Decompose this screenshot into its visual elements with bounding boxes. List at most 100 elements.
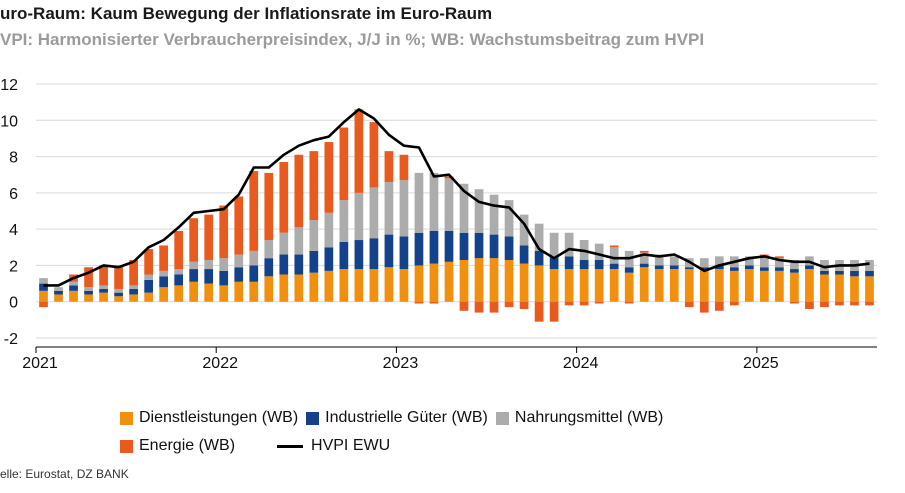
y-tick-label: 10	[0, 113, 18, 130]
bar-goods	[159, 276, 169, 288]
bar-services	[684, 269, 694, 302]
y-tick-label: -2	[4, 331, 18, 348]
bar-goods	[519, 245, 529, 264]
chart-area: -2 0 2 4 6 8 10 12 2021 2022 2023 2024 2025	[0, 77, 877, 372]
bar-goods	[835, 270, 844, 275]
y-tick-label: 8	[9, 150, 18, 167]
bar-food	[189, 261, 199, 270]
stacked-bars	[39, 109, 874, 322]
bar-energy	[249, 171, 259, 251]
legend-item-services: Dienstleistungen (WB)	[120, 409, 298, 427]
y-tick-label: 0	[9, 295, 18, 312]
bar-services	[339, 269, 349, 302]
chart-subtitle: VPI: Harmonisierter Verbraucherpreisinde…	[0, 30, 705, 49]
bar-goods	[204, 269, 214, 284]
bar-services	[39, 290, 48, 302]
y-tick-label: 2	[9, 258, 18, 275]
bar-food	[159, 270, 169, 277]
bar-food	[609, 247, 619, 264]
legend-row-2: Energie (WB) HVPI EWU	[120, 432, 820, 460]
bar-goods	[534, 250, 544, 266]
bar-goods	[760, 267, 769, 271]
bar-services	[624, 272, 634, 302]
bar-energy	[699, 301, 709, 313]
bar-services	[114, 296, 123, 302]
bar-energy	[820, 301, 829, 308]
bar-goods	[384, 234, 394, 268]
bar-services	[714, 269, 724, 302]
bar-food	[144, 274, 153, 280]
bar-food	[474, 189, 484, 233]
x-tick-label: 2023	[383, 355, 419, 372]
legend-swatch-hvpi	[277, 444, 304, 448]
bar-goods	[654, 265, 664, 270]
bar-goods	[474, 232, 484, 259]
bar-food	[654, 254, 664, 266]
bar-services	[414, 265, 424, 302]
bar-energy	[474, 301, 484, 313]
bar-energy	[294, 154, 304, 228]
bar-services	[99, 292, 108, 302]
bar-services	[760, 270, 769, 302]
bar-goods	[669, 265, 679, 270]
bar-energy	[354, 109, 364, 193]
legend-swatch-food	[495, 411, 509, 425]
bar-goods	[189, 269, 199, 282]
bar-energy	[174, 230, 184, 270]
bar-food	[294, 227, 304, 255]
bar-energy	[714, 301, 724, 311]
bar-goods	[744, 265, 754, 270]
bar-goods	[294, 254, 304, 275]
bar-goods	[820, 270, 829, 275]
hvpi-line	[43, 108, 870, 287]
bar-food	[264, 240, 274, 259]
bar-goods	[805, 265, 814, 270]
bar-food	[339, 200, 349, 242]
bar-energy	[234, 196, 244, 255]
bar-services	[174, 285, 184, 302]
bar-goods	[549, 256, 559, 270]
bar-energy	[790, 301, 799, 304]
axes: -2 0 2 4 6 8 10 12 2021 2022 2023 2024 2025	[0, 77, 877, 372]
bar-food	[399, 180, 409, 237]
bar-services	[399, 269, 409, 302]
bar-goods	[865, 270, 874, 277]
bar-goods	[249, 265, 259, 282]
legend-label-hvpi: HVPI EWU	[311, 437, 391, 454]
bar-goods	[399, 236, 409, 270]
bar-food	[384, 181, 394, 235]
hvpi-line-layer	[43, 108, 870, 287]
bar-energy	[84, 267, 93, 288]
bar-services	[144, 292, 153, 302]
bar-services	[669, 269, 679, 302]
bar-energy	[339, 127, 349, 201]
bar-food	[865, 259, 874, 271]
bar-services	[639, 267, 649, 302]
bar-services	[865, 276, 874, 302]
bar-food	[114, 289, 123, 293]
bar-food	[39, 278, 48, 284]
bar-energy	[549, 301, 559, 322]
bar-food	[69, 281, 78, 286]
bar-energy	[114, 265, 123, 290]
bar-services	[429, 263, 439, 302]
bar-energy	[369, 122, 379, 188]
bar-energy	[684, 301, 694, 308]
bar-services	[264, 276, 274, 302]
bar-energy	[204, 214, 214, 260]
bar-goods	[279, 254, 289, 275]
bar-goods	[504, 236, 514, 260]
bar-energy	[835, 301, 844, 306]
legend-swatch-energy	[120, 439, 133, 453]
bar-energy	[534, 301, 544, 322]
bar-food	[54, 287, 63, 291]
bar-services	[775, 270, 784, 302]
bar-services	[594, 269, 604, 302]
bar-services	[850, 276, 859, 302]
bar-services	[444, 261, 454, 302]
bar-goods	[639, 263, 649, 268]
bar-food	[174, 269, 184, 275]
bar-food	[820, 259, 829, 271]
bar-goods	[309, 250, 319, 273]
bar-food	[429, 172, 439, 231]
